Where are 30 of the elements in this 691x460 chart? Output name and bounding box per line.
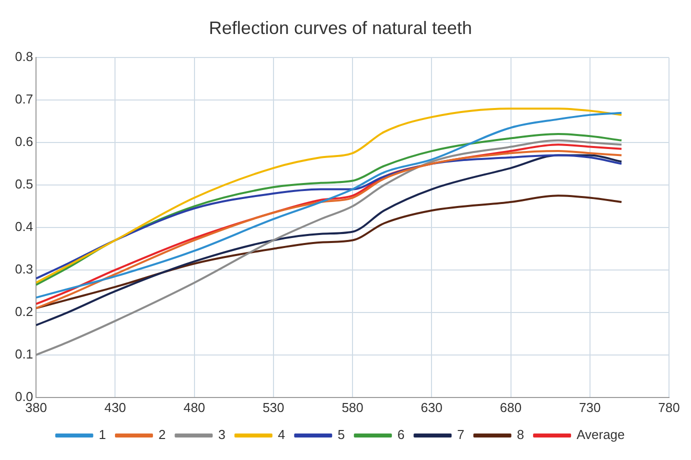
y-tick-label: 0.2: [14, 304, 34, 320]
chart-title: Reflection curves of natural teeth: [208, 18, 472, 38]
legend-label: 7: [457, 427, 464, 442]
y-tick-label: 0.5: [14, 176, 34, 192]
x-tick-label: 580: [342, 400, 364, 415]
line-series: [36, 139, 623, 356]
y-tick-label: 0.1: [14, 346, 34, 362]
legend-label: 1: [98, 427, 106, 442]
x-tick-label: 530: [262, 400, 284, 415]
legend-label: 5: [338, 427, 345, 442]
legend-label: 4: [278, 427, 286, 442]
x-tick-label: 780: [658, 400, 680, 415]
y-tick-label: 0.3: [14, 262, 34, 277]
x-tick-label: 480: [183, 400, 206, 415]
y-tick-label: 0.6: [14, 134, 34, 150]
y-tick-label: 0.4: [14, 219, 34, 234]
x-tick-label: 630: [420, 400, 443, 415]
legend-label: 6: [397, 427, 405, 442]
x-tick-label: 680: [500, 400, 522, 415]
x-tick-label: 730: [579, 400, 601, 415]
legend-label: Average: [576, 427, 625, 442]
x-tick-label: 430: [104, 400, 126, 415]
y-tick-label: 0.7: [14, 92, 34, 107]
legend-label: 3: [218, 427, 226, 442]
legend-label: 2: [158, 427, 166, 442]
y-tick-label: 0.8: [14, 49, 34, 64]
line-series: [36, 194, 623, 310]
line-series: [36, 133, 623, 286]
legend-label: 8: [516, 427, 524, 442]
line-series: [36, 154, 623, 280]
